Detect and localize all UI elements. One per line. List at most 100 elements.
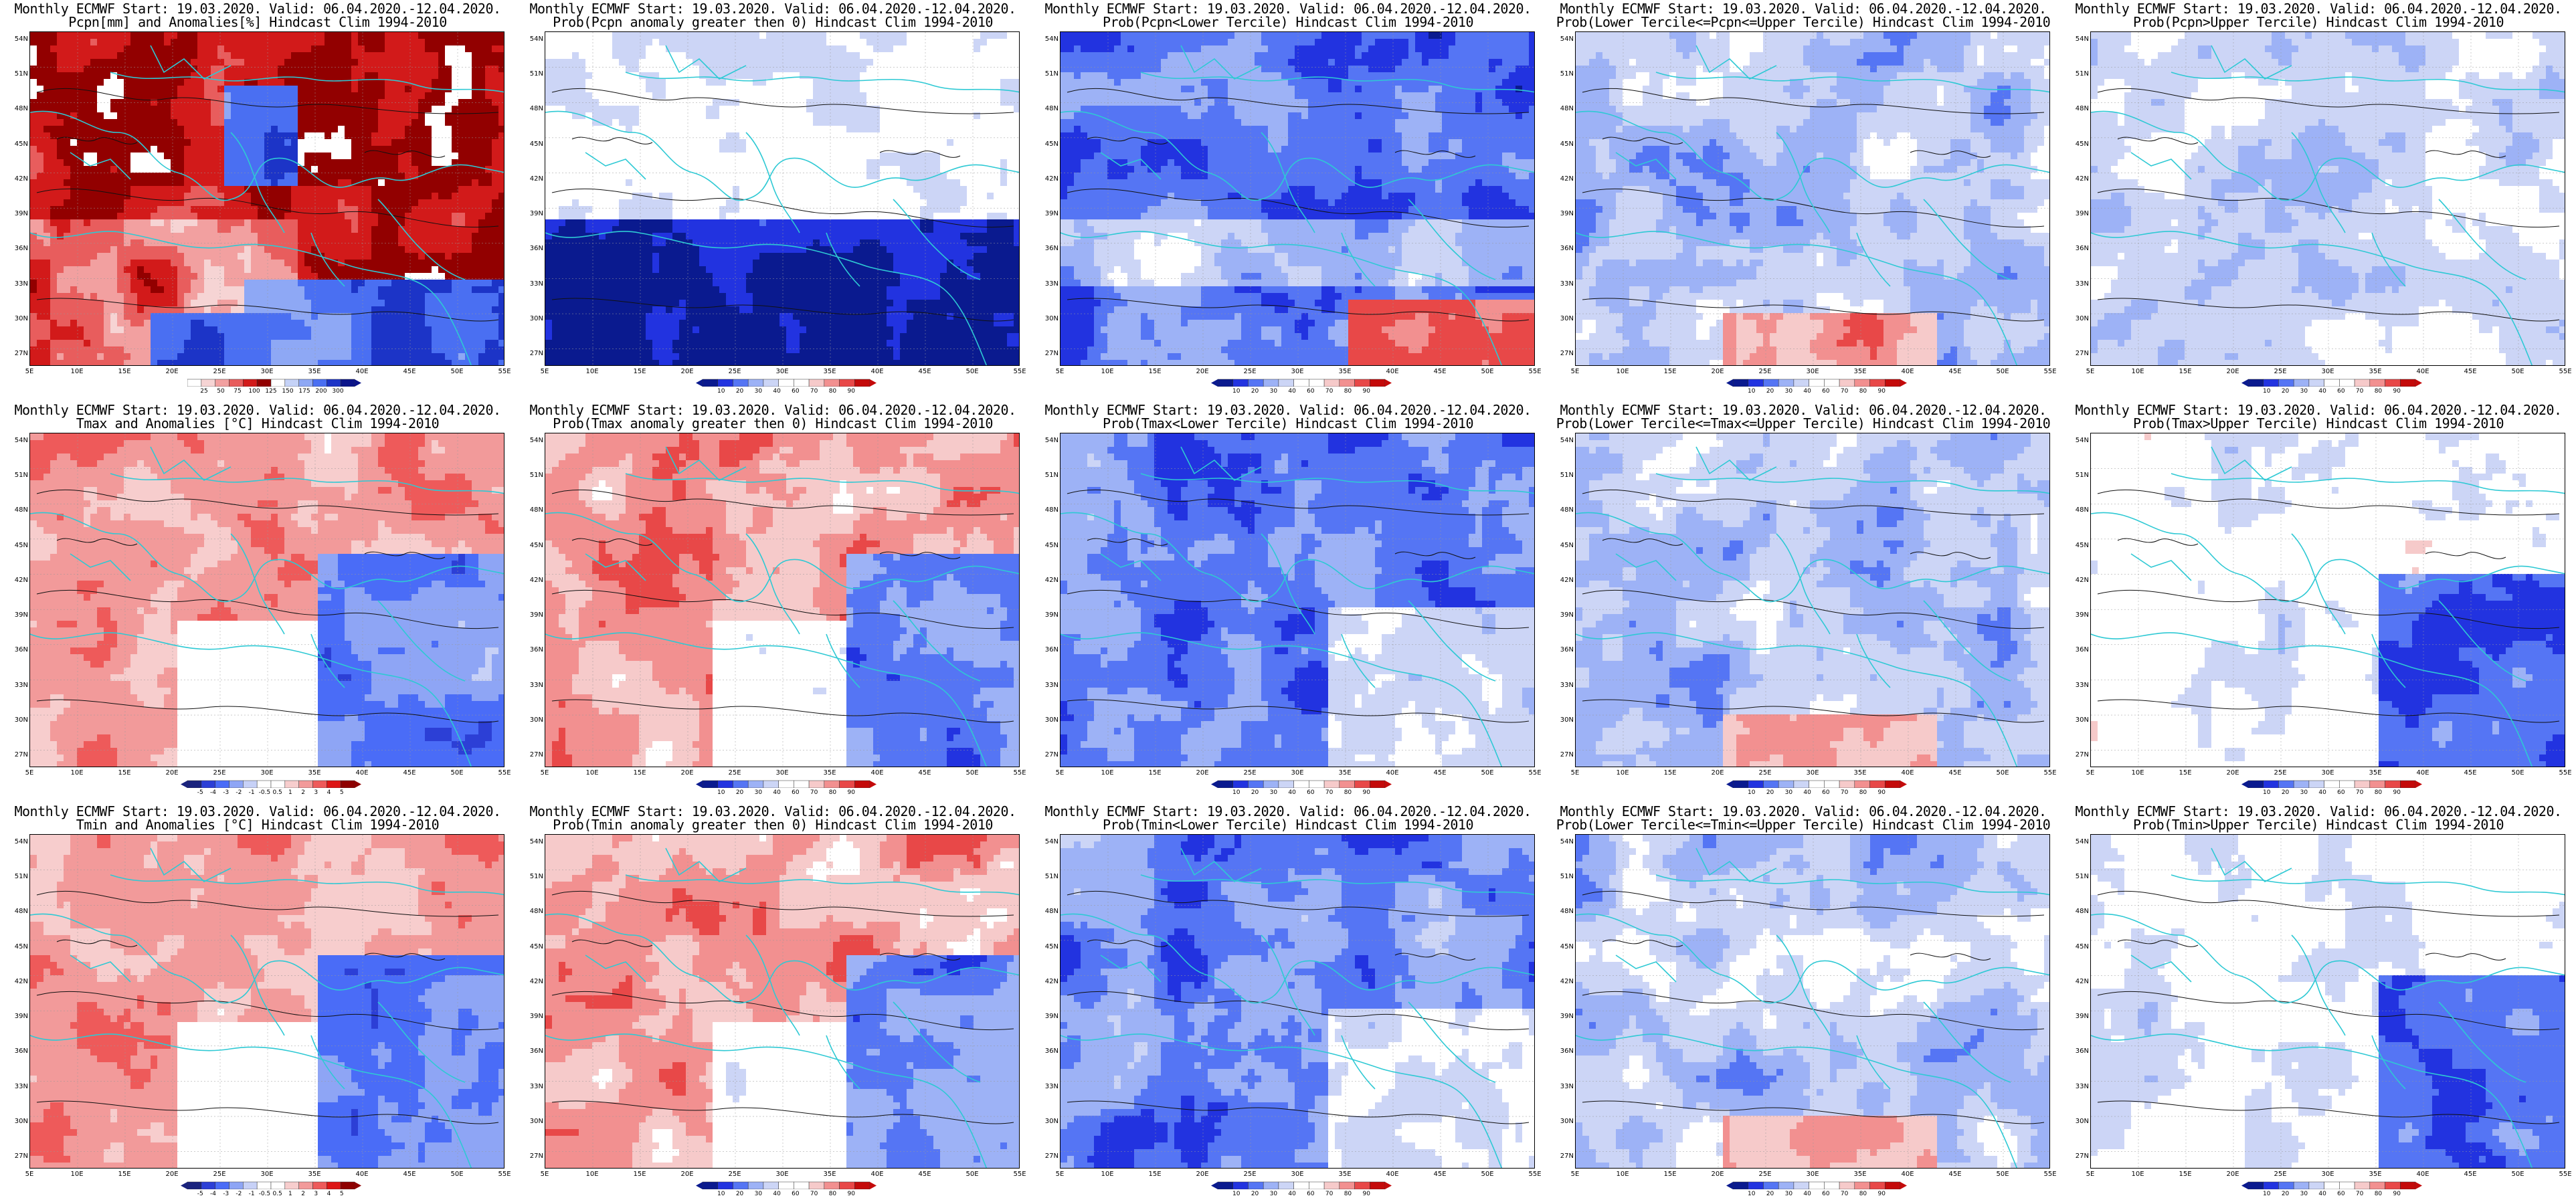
lat-label: 45N [1555,542,1574,549]
map-plot [1060,31,1535,366]
lon-label: 10E [2128,769,2148,777]
colorbar-label: 30 [1265,789,1282,796]
map-field [545,433,1019,767]
colorbar-swatch [1778,1181,1795,1189]
panel-title-line2: Pcpn[mm] and Anomalies[%] Hindcast Clim … [0,15,515,29]
lon-label: 10E [1613,769,1633,777]
colorbar-swatch [854,780,870,788]
colorbar-swatch [1217,1181,1233,1189]
colorbar-swatch [312,1181,327,1189]
colorbar-label: 30 [1265,388,1282,395]
colorbar-label: 80 [2369,388,2387,395]
colorbar-label: 175 [296,388,313,395]
colorbar-label: 90 [1358,388,1375,395]
colorbar-swatch [2293,379,2310,387]
map-plot [545,834,1020,1169]
colorbar-label: 90 [1873,1191,1890,1197]
lon-label: 55E [2040,769,2060,777]
colorbar-swatch [1339,1181,1355,1189]
lon-label: 30E [772,368,792,375]
colorbar-swatch [1854,1181,1870,1189]
panel-title-line2: Prob(Tmin>Upper Tercile) Hindcast Clim 1… [2061,817,2576,832]
colorbar [2241,1181,2422,1189]
lat-label: 39N [1555,210,1574,217]
lon-label: 20E [1192,769,1212,777]
colorbar-label: 4 [320,789,338,796]
lat-label: 36N [525,1047,543,1055]
lat-label: 39N [9,210,28,217]
lon-label: 40E [2413,368,2433,375]
lon-label: 50E [1477,368,1497,375]
colorbar-swatch [1370,379,1386,387]
colorbar-label: 30 [1265,1191,1282,1197]
colorbar-swatch [2263,1181,2279,1189]
contour-lines [1067,890,1530,1124]
lon-label: 15E [630,769,650,777]
lat-label: 45N [525,140,543,148]
colorbar-label: 70 [806,1191,823,1197]
lat-label: 51N [9,472,28,479]
colorbar-min-arrow [696,1182,703,1189]
colorbar-swatch [1885,1181,1901,1189]
contour-lines [36,489,499,723]
colorbar-label: 10 [1743,388,1760,395]
colorbar-swatch [229,379,244,387]
lon-label: 40E [1382,769,1402,777]
lon-label: 10E [582,368,602,375]
colorbar-label: 30 [749,388,767,395]
graticule [545,32,1019,365]
lat-label: 42N [2070,577,2089,584]
contour-lines [2097,890,2560,1124]
lon-label: 15E [2175,368,2195,375]
colorbar-swatch [1748,379,1764,387]
colorbar-swatch [1217,379,1233,387]
colorbar-swatch [1263,379,1279,387]
contour-lines [1582,88,2045,322]
lat-label: 30N [525,1118,543,1125]
colorbar-swatch [1232,379,1249,387]
lon-label: 45E [2460,769,2480,777]
lon-label: 10E [1613,1171,1633,1178]
colorbar-label: 60 [787,789,804,796]
colorbar-label: 40 [1283,388,1301,395]
panel-title-line2: Prob(Pcpn anomaly greater then 0) Hindca… [515,15,1030,29]
lon-label: 10E [582,769,602,777]
colorbar-min-arrow [181,781,187,788]
colorbar-label: 3 [307,1191,325,1197]
colorbar-swatch [256,780,272,788]
colorbar [2241,780,2422,788]
lon-label: 10E [1097,1171,1117,1178]
colorbar-swatch [763,780,779,788]
lat-label: 48N [525,506,543,514]
colorbar-max-arrow [1900,781,1907,788]
colorbar-label: 10 [713,789,730,796]
lat-label: 45N [1555,943,1574,950]
colorbar-min-arrow [696,781,703,788]
lat-label: 30N [2070,315,2089,322]
lat-label: 54N [2070,838,2089,845]
colorbar-swatch [1293,780,1309,788]
lon-label: 25E [1240,368,1260,375]
colorbar-swatch [2354,379,2371,387]
map-plot [1060,433,1535,767]
lat-label: 27N [1555,350,1574,357]
lon-label: 20E [2223,769,2243,777]
lon-label: 50E [447,368,467,375]
lon-label: 35E [820,368,840,375]
lon-label: 55E [2555,769,2575,777]
contour-lines [2097,88,2560,322]
contour-lines [551,890,1014,1124]
lon-label: 10E [1613,368,1633,375]
colorbar-max-arrow [870,781,877,788]
colorbar-swatch [1763,1181,1779,1189]
colorbar-swatch [243,1181,258,1189]
colorbar-swatch [839,780,855,788]
colorbar-swatch [763,379,779,387]
colorbar-min-arrow [2241,1182,2248,1189]
lon-label: 40E [1898,769,1918,777]
lat-label: 48N [2070,105,2089,112]
colorbar-swatch [201,1181,215,1189]
colorbar-swatch [733,780,749,788]
lon-label: 40E [1898,1171,1918,1178]
lat-label: 27N [2070,1152,2089,1160]
